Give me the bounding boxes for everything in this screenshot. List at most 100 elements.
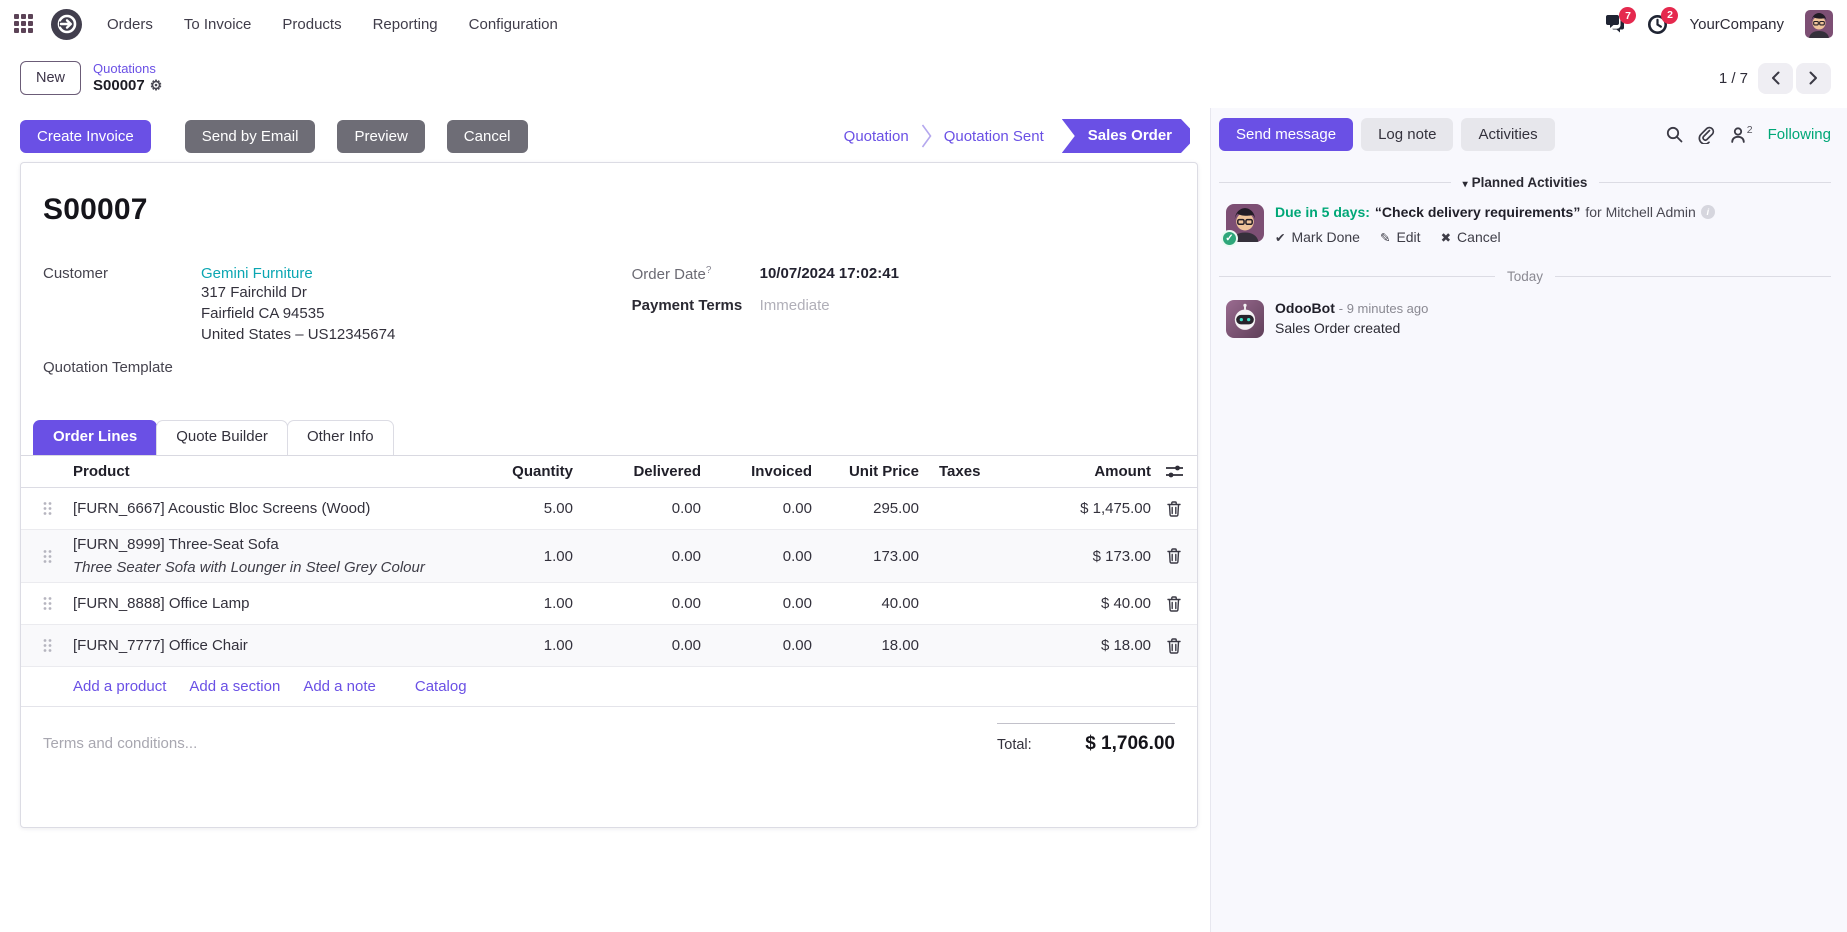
delete-line-button[interactable] (1151, 595, 1197, 612)
action-bar: Create Invoice Send by Email Preview Can… (0, 108, 1210, 154)
unit-price-cell[interactable]: 295.00 (873, 500, 919, 517)
preview-button[interactable]: Preview (337, 119, 425, 153)
sales-app-icon[interactable] (51, 8, 82, 40)
statusbar: Quotation Quotation Sent Sales Order (834, 119, 1190, 153)
order-line-row[interactable]: [FURN_6667] Acoustic Bloc Screens (Wood)… (21, 488, 1197, 530)
breadcrumb: Quotations S00007 ⚙ (93, 61, 162, 96)
delivered-cell[interactable]: 0.00 (671, 500, 701, 517)
followers-icon[interactable]: 2 (1730, 124, 1753, 143)
status-step-quotation-sent[interactable]: Quotation Sent (943, 127, 1044, 145)
unit-price-cell[interactable]: 173.00 (873, 547, 919, 565)
attachments-icon[interactable] (1698, 126, 1715, 144)
planned-activities-divider: ▾ Planned Activities (1219, 175, 1832, 190)
amount-cell: $ 18.00 (1100, 637, 1151, 654)
product-name-cell[interactable]: [FURN_8999] Three-Seat Sofa (73, 536, 279, 553)
product-name-cell[interactable]: [FURN_8888] Office Lamp (73, 595, 250, 612)
delete-line-button[interactable] (1151, 548, 1197, 564)
activity-title: “Check delivery requirements” (1374, 204, 1581, 220)
info-icon: i (1700, 205, 1715, 219)
nav-menus: Orders To Invoice Products Reporting Con… (101, 12, 564, 37)
order-date-value[interactable]: 10/07/2024 17:02:41 (759, 265, 899, 282)
send-message-button[interactable]: Send message (1219, 118, 1354, 151)
form-view: Create Invoice Send by Email Preview Can… (0, 108, 1210, 932)
status-step-sales-order[interactable]: Sales Order (1062, 119, 1190, 153)
activities-clock-icon[interactable]: 2 (1647, 6, 1679, 35)
col-delivered: Delivered (633, 463, 701, 480)
optional-columns-icon[interactable] (1151, 464, 1197, 479)
tab-other-info[interactable]: Other Info (286, 420, 394, 455)
drag-handle-icon[interactable] (21, 596, 73, 611)
invoiced-cell[interactable]: 0.00 (782, 637, 812, 654)
order-line-row[interactable]: [FURN_8888] Office Lamp 1.00 0.00 0.00 4… (21, 583, 1197, 625)
tab-quote-builder[interactable]: Quote Builder (156, 420, 288, 455)
pager-previous-button[interactable] (1758, 62, 1793, 94)
col-amount: Amount (1094, 463, 1151, 480)
planned-activities-header[interactable]: ▾ Planned Activities (1462, 175, 1588, 190)
quantity-cell[interactable]: 1.00 (543, 547, 573, 565)
product-name-cell[interactable]: [FURN_7777] Office Chair (73, 637, 248, 654)
add-a-note-link[interactable]: Add a note (303, 678, 376, 695)
drag-handle-icon[interactable] (21, 638, 73, 653)
search-messages-icon[interactable] (1666, 126, 1683, 143)
pager-next-button[interactable] (1796, 62, 1831, 94)
user-avatar[interactable] (1805, 10, 1833, 38)
delivered-cell[interactable]: 0.00 (671, 595, 701, 612)
create-invoice-button[interactable]: Create Invoice (20, 119, 151, 153)
edit-activity-button[interactable]: ✎ Edit (1379, 229, 1421, 245)
activity-due: Due in 5 days: (1275, 204, 1370, 220)
delete-line-button[interactable] (1151, 500, 1197, 517)
cancel-button[interactable]: Cancel (446, 119, 528, 153)
mark-done-button[interactable]: ✔ Mark Done (1275, 229, 1360, 245)
amount-cell: $ 173.00 (1092, 547, 1151, 565)
drag-handle-icon[interactable] (21, 549, 73, 564)
add-a-section-link[interactable]: Add a section (189, 678, 281, 695)
message-author[interactable]: OdooBot (1275, 300, 1335, 316)
customer-label: Customer (43, 265, 109, 282)
quantity-cell[interactable]: 1.00 (543, 595, 573, 612)
product-description[interactable]: Three Seater Sofa with Lounger in Steel … (73, 559, 425, 576)
cancel-activity-button[interactable]: ✖ Cancel (1440, 229, 1501, 245)
customer-link[interactable]: Gemini Furniture (201, 265, 313, 282)
catalog-link[interactable]: Catalog (414, 678, 467, 695)
invoiced-cell[interactable]: 0.00 (782, 547, 812, 565)
payment-terms-field[interactable]: Immediate (759, 297, 830, 314)
order-line-row[interactable]: [FURN_7777] Office Chair 1.00 0.00 0.00 … (21, 625, 1197, 667)
company-switcher[interactable]: YourCompany (1689, 15, 1784, 33)
tab-order-lines[interactable]: Order Lines (33, 420, 158, 455)
order-line-row[interactable]: [FURN_8999] Three-Seat Sofa Three Seater… (21, 530, 1197, 583)
breadcrumb-quotations-link[interactable]: Quotations (93, 60, 156, 76)
invoiced-cell[interactable]: 0.00 (782, 500, 812, 517)
activities-button[interactable]: Activities (1461, 118, 1555, 151)
delete-line-button[interactable] (1151, 637, 1197, 654)
unit-price-cell[interactable]: 40.00 (881, 595, 919, 612)
sheet-bottom: Terms and conditions... Total: $ 1,706.0… (21, 707, 1197, 755)
nav-menu-to-invoice[interactable]: To Invoice (183, 15, 252, 33)
terms-and-conditions-field[interactable]: Terms and conditions... (43, 735, 198, 752)
navbar-right: 7 2 YourCompany (1604, 6, 1833, 38)
drag-handle-icon[interactable] (21, 501, 73, 516)
nav-menu-reporting[interactable]: Reporting (372, 15, 438, 33)
messages-icon[interactable]: 7 (1604, 7, 1637, 34)
followers-count: 2 (1746, 124, 1753, 136)
pencil-icon: ✎ (1379, 230, 1391, 245)
quantity-cell[interactable]: 5.00 (543, 500, 573, 517)
delivered-cell[interactable]: 0.00 (671, 637, 701, 654)
apps-menu-icon[interactable] (14, 14, 34, 34)
nav-menu-orders[interactable]: Orders (107, 15, 153, 33)
total-value: $ 1,706.00 (1085, 733, 1175, 754)
invoiced-cell[interactable]: 0.00 (782, 595, 812, 612)
gear-icon[interactable]: ⚙ (149, 77, 163, 94)
nav-menu-configuration[interactable]: Configuration (468, 15, 558, 33)
send-by-email-button[interactable]: Send by Email (184, 119, 316, 153)
quantity-cell[interactable]: 1.00 (543, 637, 573, 654)
unit-price-cell[interactable]: 18.00 (881, 637, 919, 654)
new-button[interactable]: New (20, 61, 82, 95)
delivered-cell[interactable]: 0.00 (671, 547, 701, 565)
log-note-button[interactable]: Log note (1361, 118, 1454, 151)
nav-menu-products[interactable]: Products (282, 15, 342, 33)
following-toggle[interactable]: Following (1767, 126, 1831, 143)
status-step-quotation[interactable]: Quotation (843, 127, 909, 145)
add-a-product-link[interactable]: Add a product (73, 678, 167, 695)
product-name-cell[interactable]: [FURN_6667] Acoustic Bloc Screens (Wood) (73, 500, 371, 517)
pager-count: 1 / 7 (1718, 69, 1748, 87)
